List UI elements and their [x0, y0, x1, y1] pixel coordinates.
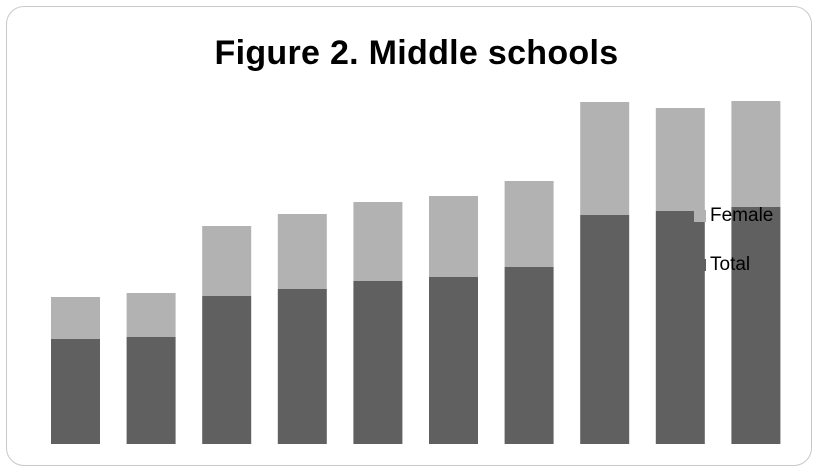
bar-female-3	[202, 226, 252, 296]
legend-item-total: Total	[694, 253, 750, 277]
bar-female-10	[731, 101, 781, 207]
bar-female-7	[504, 181, 554, 267]
bar-female-4	[277, 214, 327, 289]
bar-female-5	[353, 202, 403, 281]
chart-title: Figure 2. Middle schools	[214, 34, 619, 72]
bar-total-6	[429, 277, 478, 444]
bar-total-2	[126, 337, 176, 444]
bar-total-9	[655, 211, 705, 444]
bar-total-4	[277, 289, 327, 444]
legend-label-total: Total	[710, 254, 751, 275]
legend-swatch-total	[694, 259, 706, 271]
bar-total-7	[504, 267, 554, 444]
legend-item-female: Female	[694, 204, 773, 228]
legend-swatch-female	[694, 210, 706, 222]
bar-total-8	[580, 215, 630, 444]
bar-total-5	[353, 281, 403, 444]
bar-female-8	[580, 102, 630, 215]
bar-female-1	[51, 297, 100, 339]
bar-female-9	[655, 108, 705, 211]
bar-female-6	[429, 196, 478, 277]
legend-label-female: Female	[710, 205, 774, 226]
bar-female-2	[126, 293, 176, 337]
bar-total-1	[51, 339, 100, 444]
bar-total-3	[202, 296, 252, 444]
bar-total-10	[731, 207, 781, 444]
